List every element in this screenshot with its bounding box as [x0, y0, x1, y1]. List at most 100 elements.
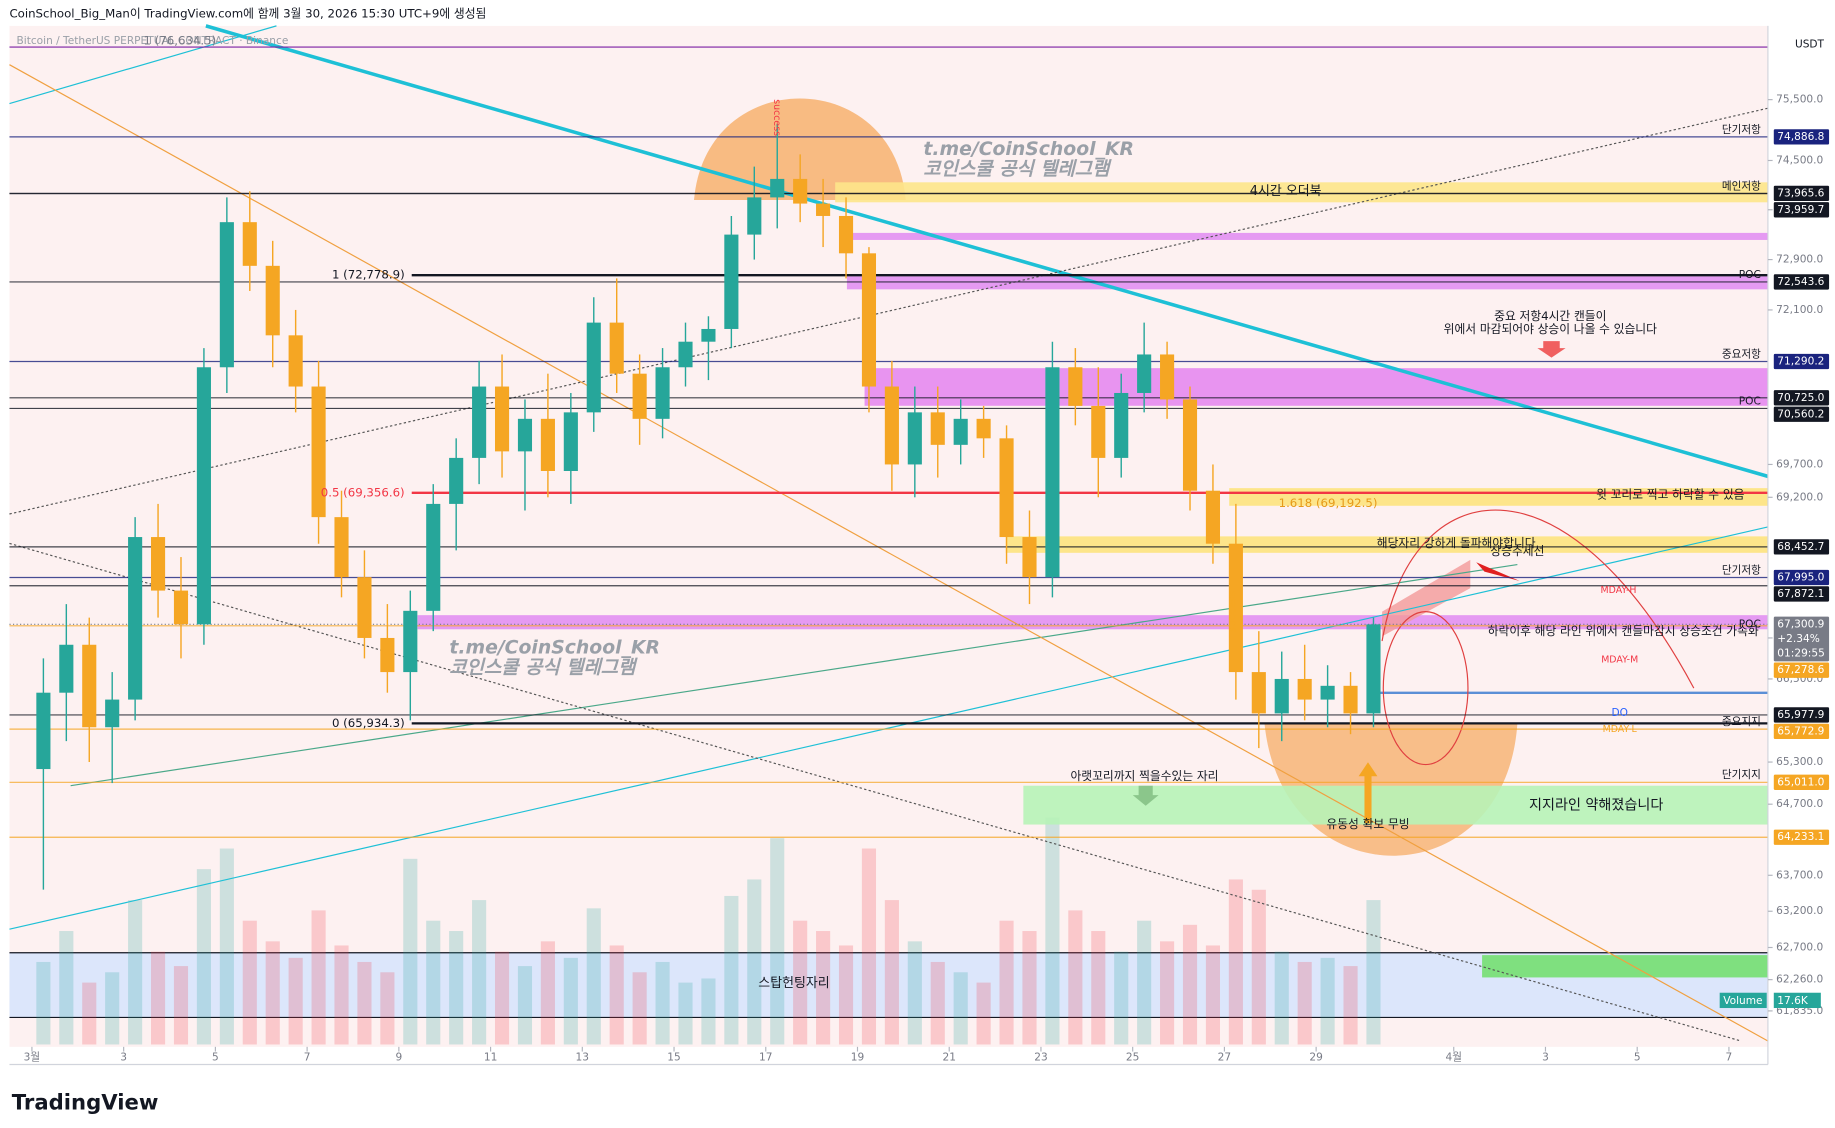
- candle-body: [403, 610, 418, 673]
- x-tick-label: 11: [484, 1051, 497, 1063]
- volume-bar: [334, 945, 349, 1045]
- volume-bar: [449, 931, 464, 1045]
- y-tick-label: 75,500.0: [1776, 94, 1823, 106]
- candle-body: [816, 203, 831, 216]
- price-badge-label: 73,965.6: [1777, 187, 1824, 199]
- volume-bar: [403, 858, 418, 1045]
- candle-body: [1114, 392, 1129, 458]
- fib-label: 0.5 (69,356.6): [321, 485, 405, 499]
- volume-bar: [930, 961, 945, 1045]
- y-tick-label: 62,700.0: [1776, 941, 1823, 953]
- header: CoinSchool_Big_Man이 TradingView.com에 함께 …: [9, 7, 486, 21]
- candle-body: [793, 178, 808, 204]
- candle-body: [1228, 543, 1243, 673]
- candle-body: [1160, 354, 1175, 400]
- volume-bar: [36, 961, 51, 1045]
- axes-layer: 75,500.074,500.073,700.072,900.072,100.0…: [9, 25, 1830, 1066]
- volume-badge: [1719, 992, 1767, 1009]
- price-badge: [1773, 723, 1830, 740]
- level-name: 중요지지: [1722, 716, 1761, 728]
- price-badge: [1773, 390, 1830, 406]
- y-tick-label: 63,200.0: [1776, 905, 1823, 917]
- candle-body: [1137, 354, 1152, 393]
- x-tick-label: 13: [576, 1051, 589, 1063]
- arrow: [1537, 341, 1566, 358]
- volume-bar: [1343, 966, 1358, 1045]
- volume-bar: [586, 908, 601, 1045]
- volume-bar: [265, 941, 280, 1045]
- volume-bar: [1114, 951, 1129, 1045]
- price-badge-label: 67,872.1: [1777, 588, 1824, 600]
- candle-body: [82, 644, 97, 728]
- x-tick-label: 19: [851, 1051, 864, 1063]
- volume-bar: [219, 848, 234, 1045]
- volume-bar: [770, 838, 785, 1045]
- volume-bar: [1182, 924, 1198, 1045]
- volume-bar: [563, 957, 578, 1045]
- price-badge-label: 71,290.2: [1777, 355, 1824, 367]
- candle-body: [265, 265, 280, 336]
- x-tick-label: 3: [120, 1051, 127, 1063]
- volume-bar: [747, 879, 762, 1045]
- candle-body: [861, 253, 877, 387]
- volume-bar: [1251, 889, 1266, 1045]
- volume-bar: [999, 920, 1014, 1045]
- candle-body: [1274, 678, 1289, 714]
- volume-bar: [1228, 879, 1243, 1045]
- volume-bar: [105, 972, 120, 1045]
- candle-body: [1343, 685, 1358, 714]
- level-name: POC: [1739, 618, 1761, 630]
- price-badge-label: 01:29:55: [1777, 648, 1825, 660]
- y-tick-label: 63,700.0: [1776, 869, 1823, 881]
- price-badge: [1773, 616, 1830, 662]
- candle-body: [334, 517, 349, 578]
- volume-bar: [953, 972, 968, 1045]
- fib-label: 1 (72,778.9): [332, 268, 405, 282]
- path-ellipse: [1382, 611, 1469, 766]
- volume-bar: [1091, 931, 1106, 1045]
- volume-bar: [311, 910, 326, 1045]
- candle-body: [128, 537, 143, 700]
- candle-body: [196, 367, 211, 625]
- x-tick-label: 3월: [24, 1051, 40, 1063]
- price-badge-label: 67,278.6: [1777, 664, 1824, 676]
- trend-channel: [1382, 559, 1471, 637]
- candle-body: [632, 373, 647, 419]
- fib-label: 1 (76,634.5): [144, 34, 217, 48]
- annotation: 유동성 확보 무빙: [1326, 817, 1409, 831]
- y-tick-label: 74,500.0: [1776, 154, 1823, 166]
- price-badge: [1773, 829, 1830, 845]
- candle-body: [426, 503, 441, 611]
- annotation: 해당자리 강하게 돌파해야합니다: [1377, 536, 1536, 550]
- volume-bar: [655, 961, 670, 1045]
- volume-bar: [494, 951, 510, 1045]
- x-tick-label: 9: [395, 1051, 402, 1063]
- purple-zone: [846, 232, 1768, 240]
- candle-body: [472, 386, 487, 458]
- candle-body: [357, 577, 372, 638]
- trend-line: [205, 24, 1769, 479]
- candle-body: [1022, 537, 1037, 578]
- arrow: [1132, 785, 1159, 806]
- level-name: POC: [1739, 395, 1761, 407]
- x-tick-label: 27: [1218, 1051, 1231, 1063]
- volume-bar: [724, 895, 739, 1045]
- volume-layer: [36, 817, 1381, 1045]
- y-tick-label: 72,100.0: [1776, 304, 1823, 316]
- level-name: 단기저항: [1722, 124, 1761, 136]
- volume-bar: [357, 961, 372, 1045]
- candle-body: [907, 412, 922, 465]
- price-badge-label: 65,011.0: [1777, 776, 1824, 788]
- volume-bar: [816, 931, 831, 1045]
- x-tick-label: 23: [1034, 1051, 1047, 1063]
- x-tick-label: 3: [1542, 1051, 1549, 1063]
- candle-body: [930, 412, 945, 445]
- price-badge: [1773, 539, 1830, 555]
- annotation: MDAY-L: [1603, 724, 1638, 735]
- candle-body: [449, 457, 464, 504]
- annotation: 지지라인 약해졌습니다: [1529, 798, 1663, 814]
- price-badge-label: 68,452.7: [1777, 541, 1824, 553]
- y-tick-label: 72,900.0: [1776, 254, 1823, 266]
- x-tick-label: 29: [1309, 1051, 1322, 1063]
- candle-body: [150, 537, 166, 591]
